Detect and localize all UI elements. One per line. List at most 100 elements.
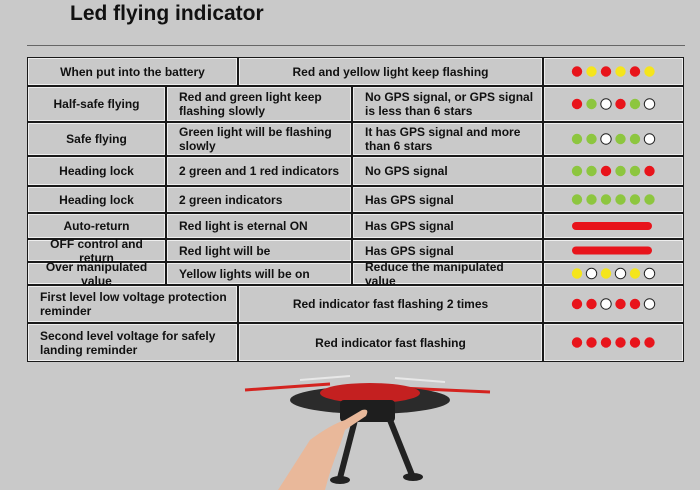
description-cell: 2 green and 1 red indicators [166, 156, 352, 186]
indicator [571, 337, 655, 348]
description-cell: Red and yellow light keep flashing [238, 57, 543, 86]
led [629, 298, 641, 310]
indicator-cell [543, 186, 684, 213]
mode-cell: Over manipulated value [27, 260, 166, 288]
led [571, 66, 583, 77]
led [629, 337, 641, 348]
description-cell: Has GPS signal [352, 186, 543, 213]
mode-cell: OFF control and return [27, 237, 166, 265]
led [615, 194, 626, 205]
indicator [572, 246, 652, 255]
led [585, 267, 598, 280]
led [600, 298, 612, 310]
led [571, 165, 583, 177]
indicator [571, 165, 655, 177]
title: Led flying indicator [70, 2, 264, 25]
led [586, 98, 597, 110]
indicator [572, 222, 652, 230]
led [586, 133, 597, 145]
led [643, 133, 656, 145]
indicator-cell [543, 285, 684, 323]
description-cell: Has GPS signal [352, 213, 543, 239]
led [615, 98, 626, 110]
led [600, 66, 612, 77]
led [629, 98, 641, 110]
led [643, 298, 656, 310]
description-cell: Red indicator fast flashing 2 times [238, 285, 543, 323]
indicator-cell [543, 262, 684, 285]
led [571, 194, 583, 205]
description-cell: Red and green light keep flashing slowly [166, 86, 352, 122]
mode-cell: Second level voltage for safely landing … [27, 323, 238, 362]
description-cell: Reduce the manipulated value [352, 260, 543, 288]
indicator-cell [543, 57, 684, 86]
mode-cell: Heading lock [27, 186, 166, 213]
led [586, 66, 597, 77]
led [586, 337, 597, 348]
led [571, 98, 583, 110]
indicator-cell [543, 122, 684, 156]
led [629, 165, 641, 177]
led [571, 133, 583, 145]
mode-cell: Half-safe flying [27, 86, 166, 122]
description-cell: 2 green indicators [166, 186, 352, 213]
mode-cell: First level low voltage protection remin… [27, 285, 238, 323]
indicator-cell [543, 86, 684, 122]
description-cell: Has GPS signal [352, 239, 543, 262]
mode-cell: Safe flying [27, 122, 166, 156]
description-cell: Green light will be flashing slowly [166, 122, 352, 156]
led [615, 337, 626, 348]
led [600, 165, 612, 177]
indicator-cell [543, 239, 684, 262]
led [600, 133, 612, 145]
led [571, 298, 583, 310]
led [600, 194, 612, 205]
led [643, 98, 656, 110]
mode-cell: Heading lock [27, 156, 166, 186]
description-cell: No GPS signal [352, 156, 543, 186]
led [600, 337, 612, 348]
led [600, 98, 612, 110]
led [615, 133, 626, 145]
led [586, 165, 597, 177]
indicator [571, 194, 655, 205]
indicator-cell [543, 213, 684, 239]
led [629, 66, 641, 77]
led [600, 268, 612, 279]
indicator [571, 66, 655, 77]
description-cell: No GPS signal, or GPS signal is less tha… [352, 86, 543, 122]
led [629, 194, 641, 205]
led [615, 298, 626, 310]
led [629, 268, 641, 279]
led-bar [572, 246, 652, 255]
indicator [571, 133, 656, 145]
led [571, 268, 583, 279]
mode-cell: When put into the battery [27, 57, 238, 86]
indicator [571, 267, 656, 280]
mode-cell: Auto-return [27, 213, 166, 239]
led [615, 66, 626, 77]
description-cell: Yellow lights will be on [166, 262, 352, 285]
led [614, 267, 627, 280]
indicator-cell [543, 323, 684, 362]
led [586, 298, 597, 310]
led [586, 194, 597, 205]
led [629, 133, 641, 145]
led [644, 165, 655, 177]
led-bar [572, 222, 652, 230]
description-cell: It has GPS signal and more than 6 stars [352, 122, 543, 156]
title-rule [27, 45, 685, 46]
led [615, 165, 626, 177]
led [643, 267, 656, 280]
led [571, 337, 583, 348]
description-cell: Red indicator fast flashing [238, 323, 543, 362]
indicator [571, 98, 656, 110]
led [644, 194, 655, 205]
led [644, 337, 655, 348]
indicator-cell [543, 156, 684, 186]
indicator [571, 298, 656, 310]
description-cell: Red light will be [166, 239, 352, 262]
led [644, 66, 655, 77]
